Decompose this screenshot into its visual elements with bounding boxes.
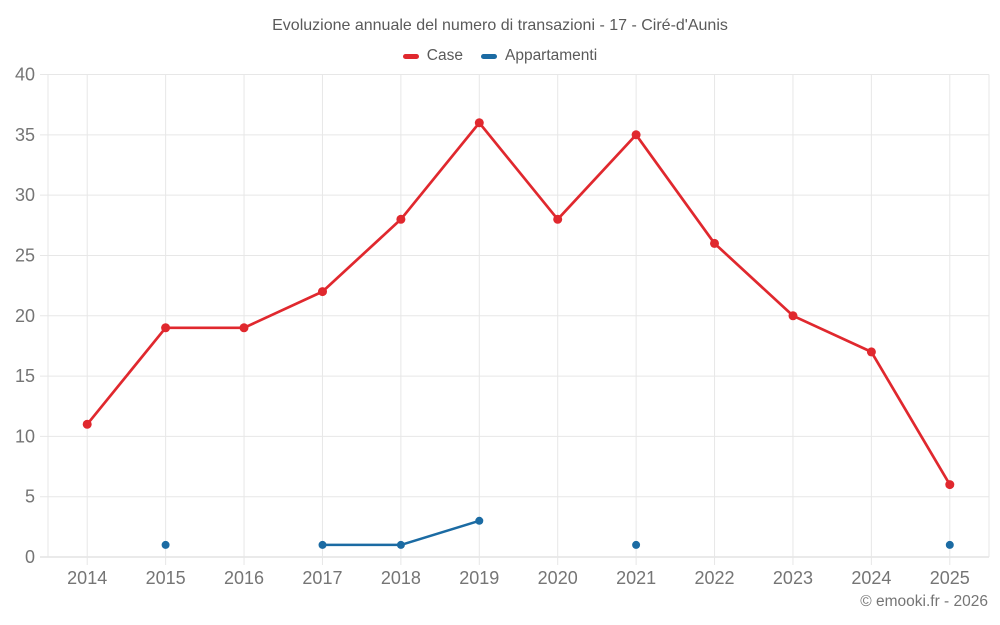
data-point-case-2014[interactable]	[82, 419, 92, 429]
legend-label: Appartamenti	[504, 47, 598, 64]
data-point-case-2018[interactable]	[396, 214, 406, 224]
y-tick-label: 10	[15, 426, 35, 446]
x-tick-label: 2021	[616, 568, 656, 588]
series-line-case	[85, 121, 952, 486]
x-tick-label: 2014	[67, 568, 107, 588]
data-point-case-2019[interactable]	[474, 118, 484, 128]
data-point-appartamenti-2025[interactable]	[945, 540, 954, 549]
x-tick-label: 2015	[146, 568, 186, 588]
data-point-case-2015[interactable]	[161, 323, 171, 333]
y-tick-label: 35	[15, 125, 35, 145]
legend-swatch-case	[402, 53, 419, 59]
legend-label: Case	[426, 47, 463, 64]
x-tick-label: 2018	[381, 568, 421, 588]
data-point-case-2016[interactable]	[239, 323, 249, 333]
x-tick-label: 2017	[302, 568, 342, 588]
legend-swatch-appartamenti	[480, 53, 497, 59]
data-point-appartamenti-2019[interactable]	[475, 516, 484, 525]
data-point-case-2024[interactable]	[866, 347, 876, 357]
data-point-case-2025[interactable]	[945, 480, 955, 490]
data-point-appartamenti-2018[interactable]	[396, 540, 405, 549]
x-tick-label: 2016	[224, 568, 264, 588]
chart-legend: Case Appartamenti	[0, 47, 1000, 65]
legend-item-appartamenti[interactable]: Appartamenti	[480, 47, 598, 65]
y-tick-label: 0	[25, 547, 35, 567]
x-tick-label: 2019	[459, 568, 499, 588]
y-tick-label: 15	[15, 366, 35, 386]
data-point-case-2017[interactable]	[318, 287, 327, 297]
data-point-appartamenti-2021[interactable]	[632, 540, 641, 549]
x-tick-label: 2020	[538, 568, 578, 588]
data-point-appartamenti-2015[interactable]	[161, 540, 170, 549]
data-point-case-2023[interactable]	[788, 311, 798, 321]
x-tick-label: 2025	[930, 568, 970, 588]
legend-item-case[interactable]: Case	[402, 47, 463, 65]
y-tick-label: 5	[25, 487, 35, 507]
copyright-credit: © emooki.fr - 2026	[860, 593, 988, 610]
y-tick-label: 30	[15, 185, 35, 205]
chart-title: Evoluzione annuale del numero di transaz…	[272, 17, 728, 34]
y-tick-label: 40	[15, 65, 35, 85]
y-tick-label: 25	[15, 245, 35, 265]
data-point-case-2022[interactable]	[710, 238, 719, 248]
x-tick-label: 2024	[851, 568, 891, 588]
data-point-case-2020[interactable]	[553, 214, 563, 224]
data-point-case-2021[interactable]	[631, 130, 641, 140]
y-tick-label: 20	[15, 306, 35, 326]
x-tick-label: 2022	[695, 568, 735, 588]
data-point-appartamenti-2017[interactable]	[318, 540, 327, 549]
x-tick-label: 2023	[773, 568, 813, 588]
